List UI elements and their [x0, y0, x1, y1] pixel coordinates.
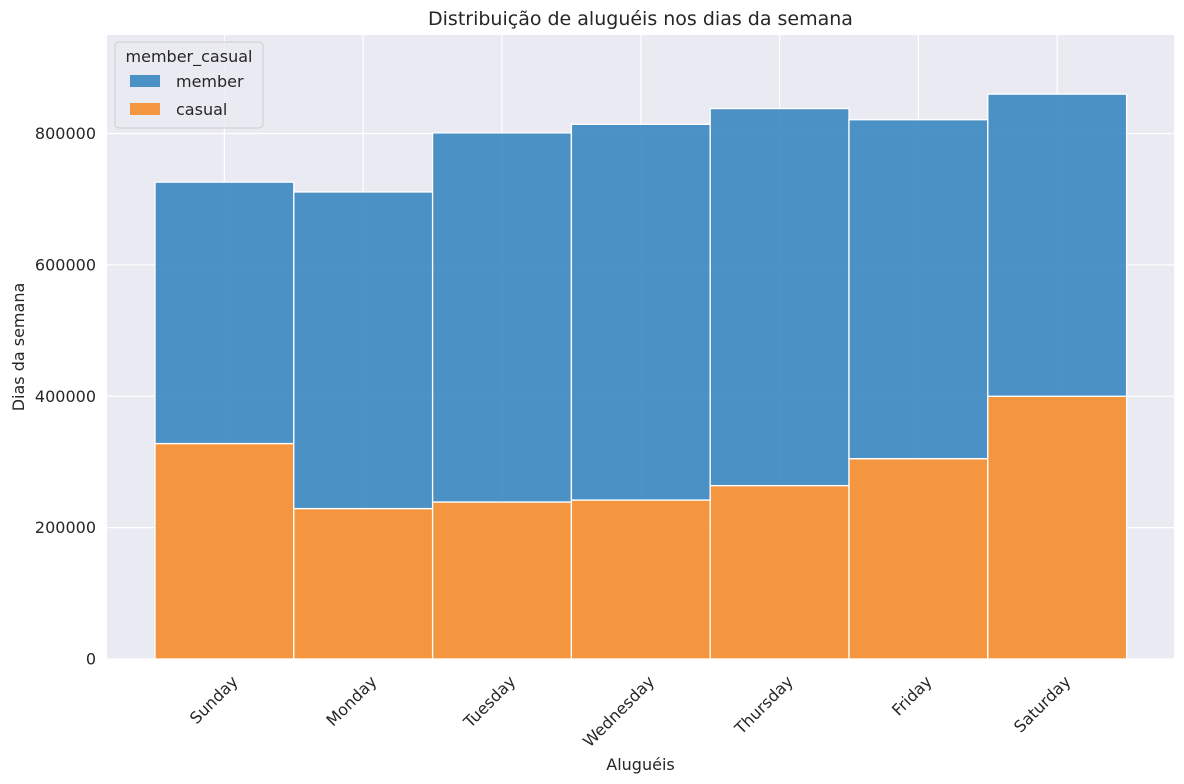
- bar-member-friday: [848, 119, 989, 460]
- bar-member-thursday: [709, 107, 850, 487]
- legend: member_casual member casual: [114, 41, 264, 129]
- bar-member-sunday: [154, 181, 295, 445]
- y-tick-labels: 0 200000 400000 600000 800000: [35, 124, 96, 668]
- bar-casual-tuesday: [431, 501, 573, 660]
- bar-casual-friday: [848, 458, 989, 660]
- bar-member-tuesday: [431, 132, 573, 503]
- y-tick-label: 0: [86, 650, 96, 669]
- x-tick-label: Saturday: [1010, 672, 1074, 736]
- bar-casual-thursday: [709, 484, 850, 660]
- chart-title: Distribuição de aluguéis nos dias da sem…: [428, 8, 853, 30]
- y-tick-label: 600000: [35, 255, 96, 274]
- legend-label-casual: casual: [176, 100, 227, 119]
- bar-casual-sunday: [154, 442, 295, 660]
- legend-label-member: member: [176, 72, 244, 91]
- bars: [154, 93, 1128, 660]
- legend-swatch-member: [130, 75, 160, 87]
- bar-member-saturday: [987, 93, 1128, 397]
- legend-title: member_casual: [126, 47, 253, 67]
- y-tick-label: 400000: [35, 387, 96, 406]
- bar-casual-wednesday: [570, 499, 711, 660]
- y-tick-label: 800000: [35, 124, 96, 143]
- x-tick-label: Thursday: [730, 672, 797, 739]
- bar-casual-monday: [293, 507, 434, 660]
- y-axis-label: Dias da semana: [9, 283, 28, 412]
- x-tick-labels: Sunday Monday Tuesday Wednesday Thursday Frid…: [186, 672, 1075, 751]
- x-tick-label: Friday: [888, 672, 936, 720]
- bar-member-monday: [293, 191, 434, 510]
- x-tick-label: Monday: [322, 672, 380, 730]
- legend-swatch-casual: [130, 103, 160, 115]
- bar-casual-saturday: [987, 395, 1128, 660]
- x-tick-label: Wednesday: [579, 672, 658, 751]
- bar-member-wednesday: [570, 123, 711, 501]
- x-axis-label: Aluguéis: [606, 755, 674, 774]
- x-tick-label: Tuesday: [459, 672, 519, 732]
- y-tick-label: 200000: [35, 518, 96, 537]
- x-tick-label: Sunday: [186, 672, 242, 728]
